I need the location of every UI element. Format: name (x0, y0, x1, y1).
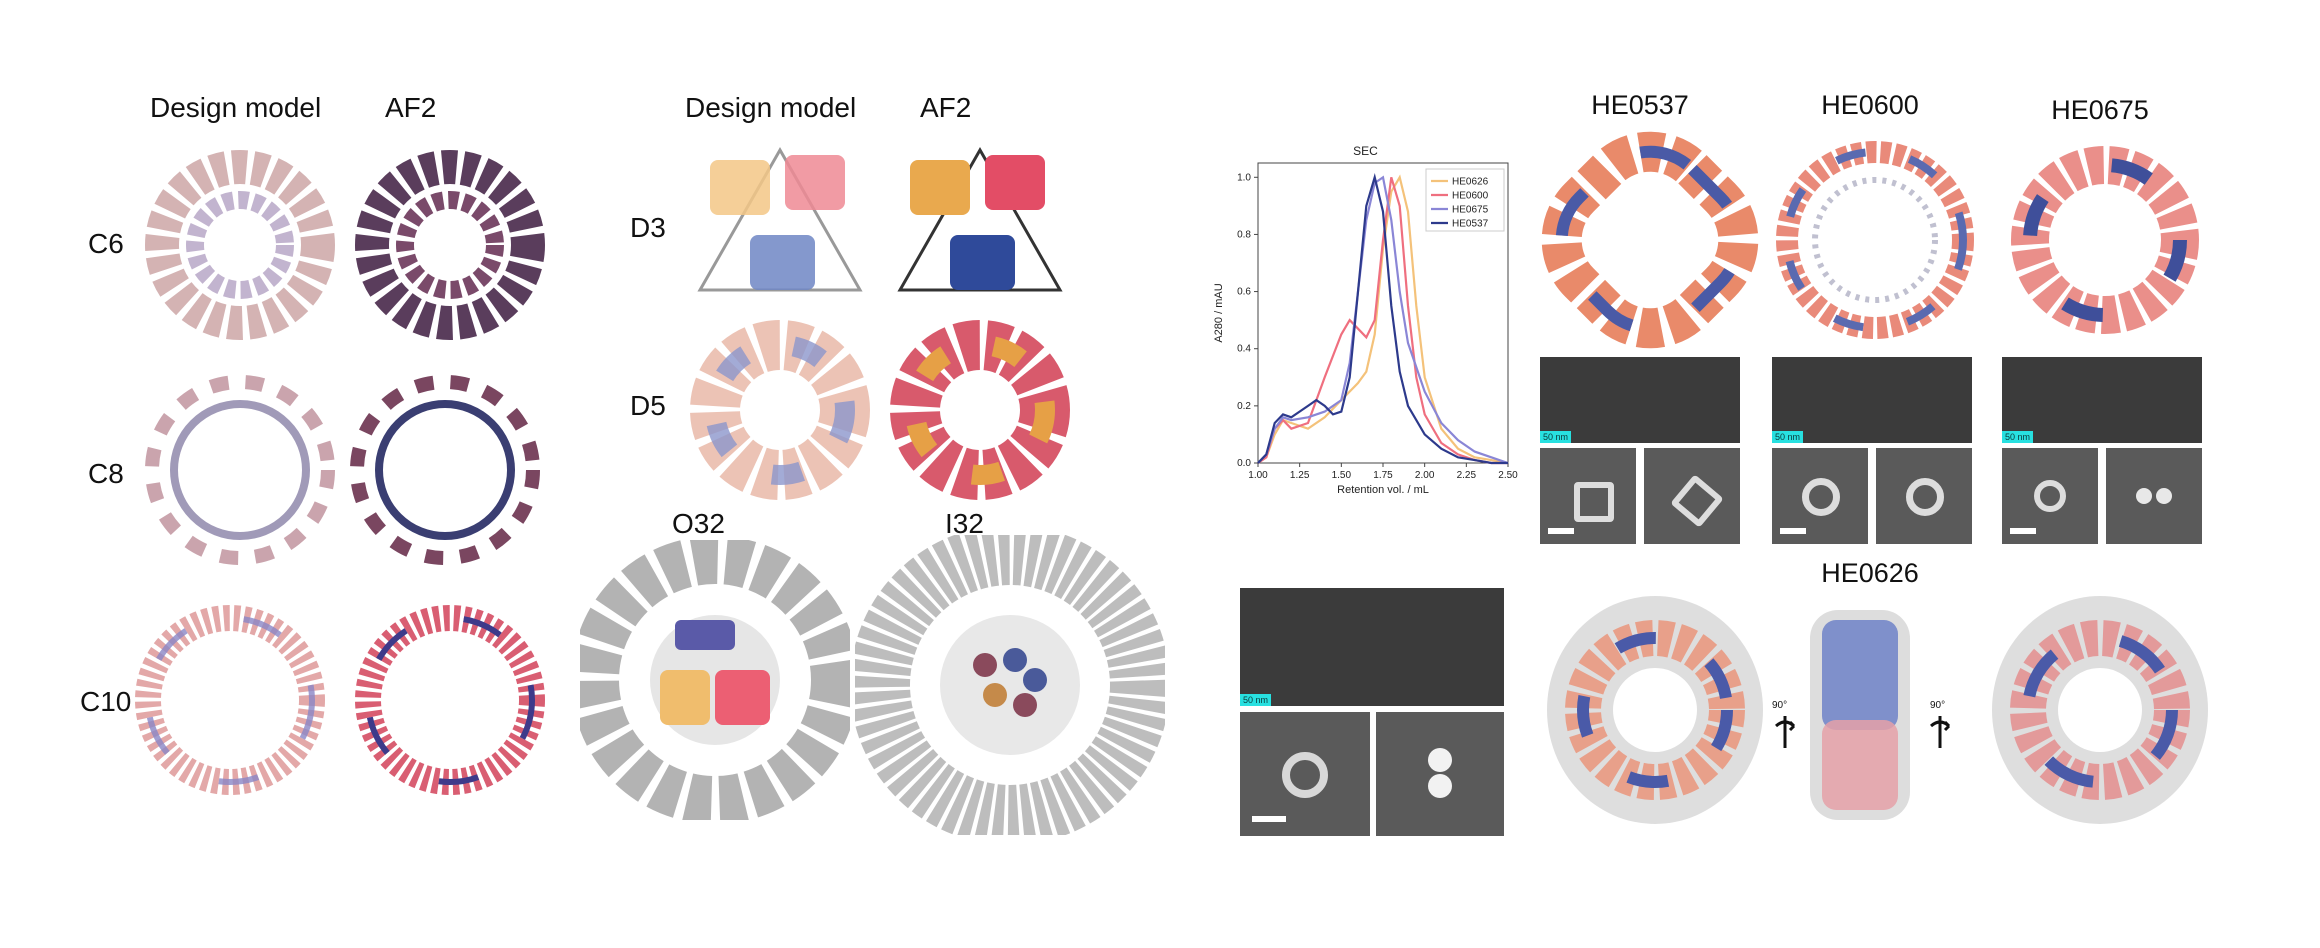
series-line-he0626 (1257, 174, 1509, 465)
sec-chart-ylabel: A280 / mAU (1213, 283, 1225, 342)
scale-bar-label: 50 nm (1772, 431, 1804, 443)
rotation-label-right: 90° (1930, 700, 1946, 711)
panel-b-col-af2: AF2 (920, 92, 972, 123)
legend-entry: HE0626 (1452, 177, 1489, 188)
micrograph-he0600: 50 nm (1772, 357, 1972, 443)
scale-bar-label: 50 nm (1240, 694, 1272, 706)
panel-a-col-design: Design model (150, 92, 322, 123)
design-model-d5 (690, 320, 870, 500)
series-line-he0600 (1257, 176, 1508, 465)
sec-plot-area: 1.00 1.25 1.50 1.75 2.00 2.25 2.50 0.0 0.2 0.4 0.6… (1237, 162, 1518, 481)
row-label-c8: C8 (88, 458, 124, 489)
design-model-c6 (145, 150, 335, 340)
af2-c6 (355, 150, 545, 340)
x-tick-label: 1.50 (1332, 470, 1352, 481)
series-line-he0537 (1257, 173, 1508, 465)
sec-chart-xlabel: Retention vol. / mL (1337, 484, 1429, 496)
cryo-title-he0626: HE0626 (1821, 558, 1919, 588)
legend-entry: HE0675 (1452, 205, 1489, 216)
x-tick-label: 2.00 (1415, 470, 1435, 481)
sec-chart-title: SEC (1353, 144, 1378, 158)
class-average (1240, 712, 1370, 836)
sec-chart: SEC A280 / mAU Retention vol. / mL 1.00 1… (1213, 144, 1518, 496)
y-tick-label: 0.2 (1237, 401, 1251, 412)
structure-he0675 (2011, 146, 2199, 334)
row-label-c10: C10 (80, 686, 132, 717)
legend-entry: HE0600 (1452, 191, 1489, 202)
panel-a-col-af2: AF2 (385, 92, 437, 123)
class-average (1772, 448, 1868, 544)
x-tick-label: 2.50 (1498, 470, 1518, 481)
design-model-c10 (135, 605, 325, 795)
class-average (1644, 448, 1740, 544)
x-tick-label: 1.25 (1290, 470, 1310, 481)
protein-title-he0675: HE0675 (2051, 95, 2149, 125)
scale-bar-label: 50 nm (2002, 431, 2034, 443)
protein-title-he0537: HE0537 (1591, 90, 1689, 120)
micrograph-he0675: 50 nm (2002, 357, 2202, 443)
y-tick-label: 0.0 (1237, 458, 1251, 469)
design-model-c8 (145, 375, 335, 565)
row-label-d5: D5 (630, 390, 666, 421)
scale-bar-label: 50 nm (1540, 431, 1572, 443)
sec-legend: HE0626 HE0600 HE0675 HE0537 (1425, 168, 1505, 232)
cryo-map-side-he0626 (1810, 610, 1910, 820)
panel-b-col-design: Design model (685, 92, 857, 123)
cryo-map-bottom-he0626 (1992, 596, 2208, 824)
series-line-he0675 (1257, 175, 1509, 465)
rotation-label-left: 90° (1772, 700, 1788, 711)
cage-label-o32: O32 (672, 508, 725, 539)
micrograph-he0626: 50 nm (1240, 588, 1504, 706)
o32-cage (580, 540, 850, 820)
y-tick-label: 1.0 (1237, 172, 1251, 183)
y-tick-label: 0.8 (1237, 229, 1251, 240)
y-tick-label: 0.6 (1237, 287, 1251, 298)
class-average (2106, 448, 2202, 544)
cryo-map-top-he0626 (1547, 596, 1763, 824)
class-average (1540, 448, 1636, 544)
i32-cage (855, 535, 1165, 835)
x-tick-label: 2.25 (1457, 470, 1477, 481)
row-label-c6: C6 (88, 228, 124, 259)
legend-entry: HE0537 (1452, 219, 1489, 230)
x-tick-label: 1.75 (1373, 470, 1393, 481)
af2-c8 (350, 375, 540, 565)
class-average (1376, 712, 1504, 836)
legend-box (1425, 168, 1505, 232)
cage-label-i32: I32 (945, 508, 984, 539)
micrograph-he0537: 50 nm (1540, 357, 1740, 443)
af2-d5 (890, 320, 1070, 500)
row-label-d3: D3 (630, 212, 666, 243)
class-average (1876, 448, 1972, 544)
af2-c10 (355, 605, 545, 795)
rotate-arrow-icon-left (1775, 716, 1796, 748)
design-model-d3 (697, 146, 863, 292)
x-tick-label: 1.00 (1248, 470, 1268, 481)
rotate-arrow-icon-right (1930, 716, 1951, 748)
protein-title-he0600: HE0600 (1821, 90, 1919, 120)
structure-he0537 (1541, 131, 1759, 349)
structure-he0600 (1776, 141, 1974, 339)
af2-d3 (897, 146, 1063, 292)
y-tick-label: 0.4 (1237, 344, 1251, 355)
class-average (2002, 448, 2098, 544)
